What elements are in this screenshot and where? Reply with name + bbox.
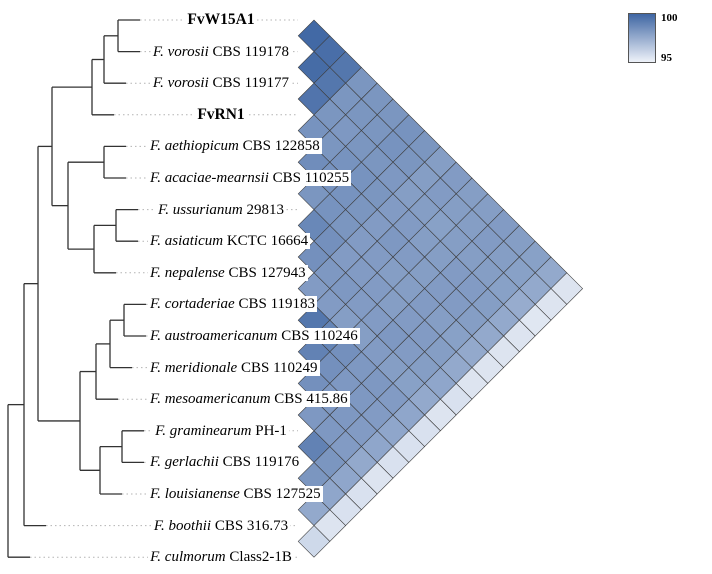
taxon-label: F. vorosii CBS 119177 xyxy=(148,73,294,93)
taxon-strain-id: CBS 119176 xyxy=(218,454,300,471)
taxon-strain-id: CBS 110246 xyxy=(277,328,358,344)
color-scale-gradient xyxy=(628,13,656,63)
leader-lines xyxy=(30,19,298,558)
legend-max-label: 100 xyxy=(661,12,678,24)
taxon-strain-id: KCTC 16664 xyxy=(223,233,309,250)
taxon-label: F. meridionale CBS 110249 xyxy=(148,358,320,378)
taxon-strain-id: CBS 119183 xyxy=(234,296,316,313)
taxon-species-name: F. cortaderiae xyxy=(150,296,235,313)
taxon-species-name: F. boothii xyxy=(153,517,212,534)
identity-matrix xyxy=(297,19,584,558)
taxon-label: FvRN1 xyxy=(148,105,294,125)
taxon-species-name: F. vorosii xyxy=(152,75,209,92)
taxon-label: F. mesoamericanum CBS 415.86 xyxy=(148,389,350,409)
taxon-strain-id: CBS 119177 xyxy=(208,75,290,92)
taxon-strain-id: CBS 127943 xyxy=(224,264,306,281)
matrix-cell xyxy=(297,525,331,558)
taxon-label: F. aethiopicum CBS 122858 xyxy=(148,136,322,156)
taxon-species-name: F. culmorum xyxy=(150,549,226,566)
taxon-species-name: F. asiaticum xyxy=(150,233,224,250)
legend-min-label: 95 xyxy=(661,52,672,64)
taxon-label: F. vorosii CBS 119178 xyxy=(148,42,294,62)
taxon-species-name: F. gerlachii xyxy=(150,454,219,471)
taxon-label: F. graminearum PH-1 xyxy=(148,421,294,441)
taxon-strain-id: CBS 110249 xyxy=(237,359,318,376)
taxon-strain-id: CBS 316.73 xyxy=(211,517,289,534)
taxon-label: F. asiaticum KCTC 16664 xyxy=(148,231,311,251)
taxon-strain-id: 29813 xyxy=(242,201,285,218)
taxon-species-name: F. aethiopicum xyxy=(150,138,239,155)
phylogenetic-tree xyxy=(7,19,146,558)
taxon-label: F. boothii CBS 316.73 xyxy=(148,516,294,536)
taxon-label: FvW15A1 xyxy=(148,10,294,30)
taxon-species-name: F. austroamericanum xyxy=(150,328,278,344)
taxon-label: F. austroamericanum CBS 110246 xyxy=(148,326,360,346)
taxon-species-name: F. acaciae-mearnsii xyxy=(150,170,269,186)
taxon-species-name: F. graminearum xyxy=(155,422,252,439)
taxon-label: F. nepalense CBS 127943 xyxy=(148,263,308,283)
taxon-strain-id: CBS 119178 xyxy=(208,43,290,60)
color-scale-legend: 100 95 xyxy=(628,12,678,64)
taxon-label: F. acaciae-mearnsii CBS 110255 xyxy=(148,168,352,188)
taxon-species-name: F. vorosii xyxy=(152,43,209,60)
taxon-strain-id: Class2-1B xyxy=(225,549,292,566)
taxon-species-name: F. louisianense xyxy=(150,486,240,502)
taxon-species-name: F. mesoamericanum xyxy=(150,391,271,408)
taxon-strain-id: CBS 122858 xyxy=(238,138,320,155)
taxon-label: F. louisianense CBS 127525 xyxy=(148,484,323,504)
taxon-label: F. cortaderiae CBS 119183 xyxy=(148,294,318,314)
taxon-label: F. gerlachii CBS 119176 xyxy=(148,452,302,472)
taxon-species-name: F. meridionale xyxy=(150,359,238,376)
taxon-species-name: F. nepalense xyxy=(150,264,225,281)
taxon-label: F. culmorum Class2-1B xyxy=(148,547,294,567)
taxon-strain-id: CBS 127525 xyxy=(239,486,321,502)
taxon-species-name: F. ussurianum xyxy=(158,201,243,218)
taxon-strain-id: PH-1 xyxy=(251,422,287,439)
taxon-strain-id: FvRN1 xyxy=(197,105,245,123)
taxon-label: F. ussurianum 29813 xyxy=(148,200,294,220)
taxon-strain-id: CBS 415.86 xyxy=(270,391,348,408)
taxon-strain-id: FvW15A1 xyxy=(187,11,255,28)
taxon-strain-id: CBS 110255 xyxy=(268,170,350,186)
